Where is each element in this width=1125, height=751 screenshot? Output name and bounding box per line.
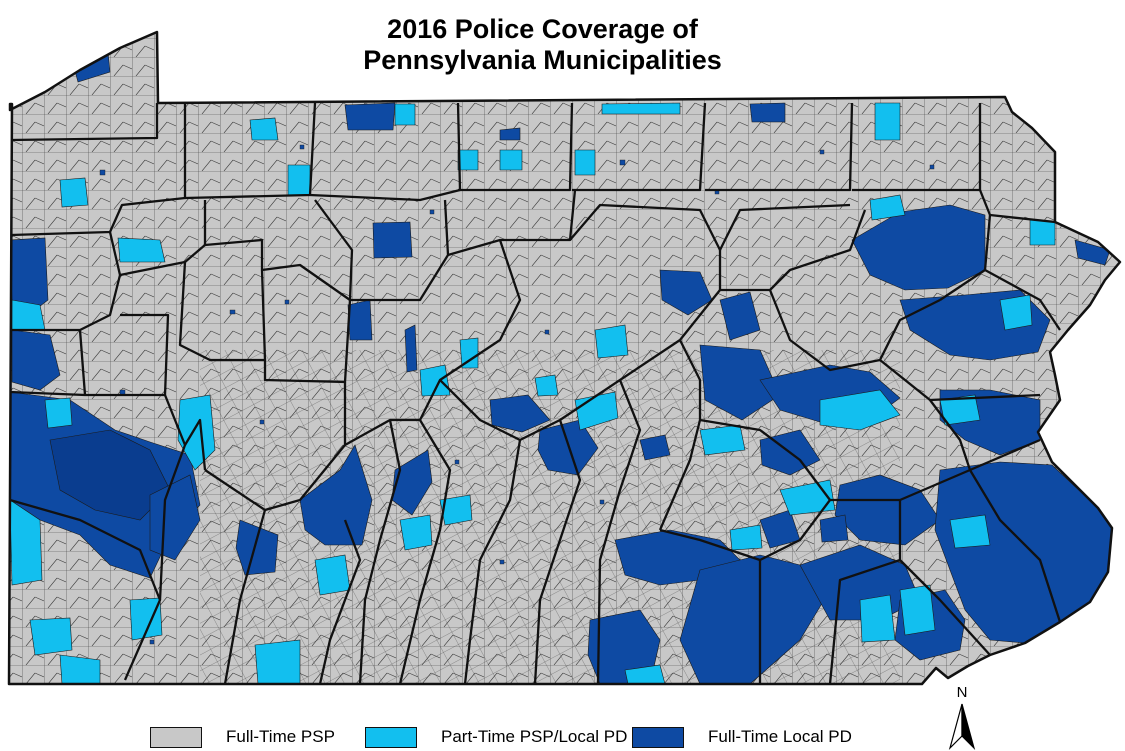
part-time-psp-local-pd-regions <box>9 102 1056 684</box>
legend-item-part-time: Part-Time PSP/Local PD <box>365 726 627 748</box>
pennsylvania-state-outline <box>7 30 1122 686</box>
legend-swatch-full-time-local <box>632 726 684 748</box>
borough-markers <box>99 144 935 645</box>
legend-label-full-time-local: Full-Time Local PD <box>708 727 852 746</box>
county-borders <box>9 102 1062 684</box>
legend-item-full-time-psp: Full-Time PSP <box>150 726 335 748</box>
legend-item-full-time-local: Full-Time Local PD <box>632 726 852 748</box>
north-arrow-label: N <box>956 684 968 701</box>
legend-label-full-time-psp: Full-Time PSP <box>226 727 335 746</box>
legend-swatch-full-time-psp <box>150 726 202 748</box>
north-arrow: N <box>942 684 982 750</box>
legend-label-part-time: Part-Time PSP/Local PD <box>441 727 628 746</box>
north-arrow-icon <box>948 703 976 750</box>
map-title-line-2: Pennsylvania Municipalities <box>363 45 722 75</box>
map-title-line-1: 2016 Police Coverage of <box>387 14 698 44</box>
map-title: 2016 Police Coverage of Pennsylvania Mun… <box>0 14 1085 76</box>
legend-swatch-part-time <box>365 726 417 748</box>
